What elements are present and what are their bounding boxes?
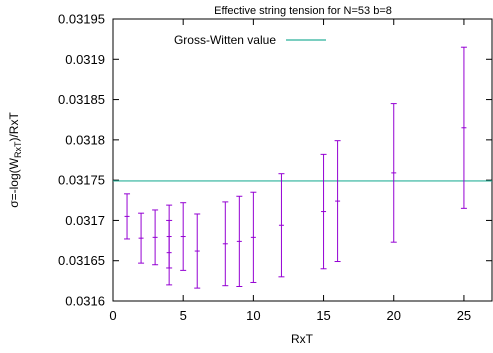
y-tick-label: 0.03165 (58, 253, 105, 268)
y-tick-label: 0.0319 (65, 52, 105, 67)
data-point (250, 191, 257, 283)
data-point (180, 202, 187, 271)
y-tick-label: 0.03185 (58, 92, 105, 107)
chart-title: Effective string tension for N=53 b=8 (214, 5, 392, 17)
data-point (222, 201, 229, 287)
x-tick-label: 5 (180, 308, 187, 323)
legend-label: Gross-Witten value (174, 33, 276, 47)
data-point (138, 212, 145, 264)
y-tick-label: 0.0317 (65, 213, 105, 228)
y-tick-label: 0.0318 (65, 132, 105, 147)
data-point (390, 103, 397, 243)
x-tick-label: 15 (316, 308, 330, 323)
y-tick-label: 0.03175 (58, 173, 105, 188)
data-point (460, 46, 467, 209)
data-point (236, 195, 243, 287)
data-point (152, 209, 159, 266)
axis-ticks (112, 18, 492, 302)
data-point (166, 219, 173, 286)
y-axis-label-main: σ=-log(W (7, 157, 21, 207)
y-tick-label: 0.0316 (65, 294, 105, 309)
data-point (194, 213, 201, 289)
y-axis-label: σ=-log(WRxT)/RxT (7, 112, 23, 208)
x-tick-label: 10 (246, 308, 260, 323)
legend: Gross-Witten value (174, 33, 326, 47)
data-point (124, 193, 131, 240)
x-tick-label: 0 (109, 308, 116, 323)
data-point (320, 153, 327, 270)
x-tick-label: 20 (387, 308, 401, 323)
errorbar-series (124, 46, 467, 289)
axis-tick-labels: 0 5 10 15 20 25 0.0316 0.03165 0.0317 0.03175 0.03… (58, 12, 471, 324)
y-axis-label-sub: RxT (13, 141, 23, 158)
y-tick-label: 0.03195 (58, 12, 105, 27)
y-axis-label-rest: )/RxT (7, 112, 21, 142)
data-point (278, 173, 285, 278)
plot-frame (112, 18, 493, 302)
x-tick-label: 25 (457, 308, 471, 323)
x-axis-label: RxT (291, 332, 314, 346)
data-point (334, 140, 341, 263)
